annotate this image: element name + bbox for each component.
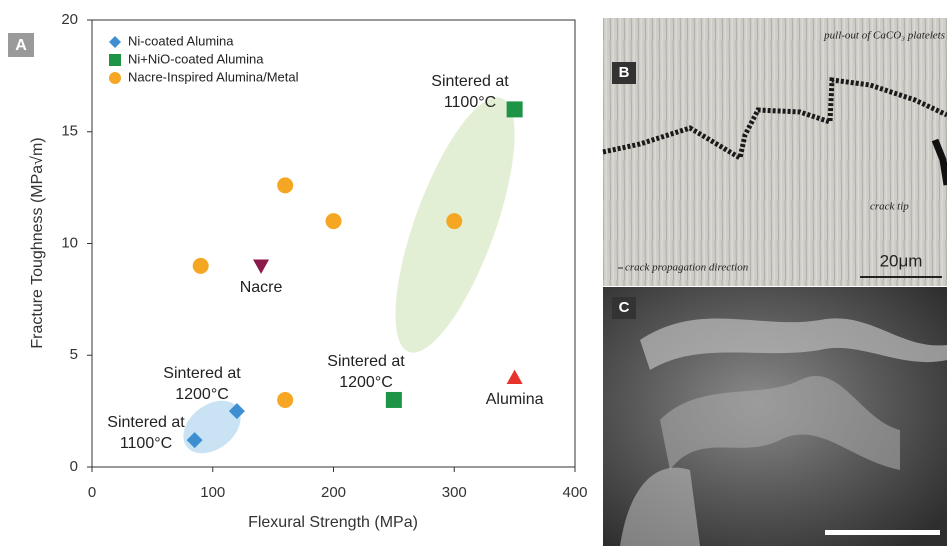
y-tick-label: 10: [61, 234, 78, 251]
annotation: Sintered at: [107, 414, 185, 431]
x-tick-label: 300: [442, 484, 467, 501]
x-tick-label: 200: [321, 484, 346, 501]
data-point: [446, 213, 462, 229]
y-tick-label: 15: [61, 123, 78, 140]
annotation: Sintered at: [327, 353, 405, 370]
annotation: 1200°C: [175, 386, 229, 403]
y-tick-label: 5: [70, 346, 78, 363]
data-point: [193, 258, 209, 274]
panel-label: B: [619, 64, 630, 81]
x-tick-label: 100: [200, 484, 225, 501]
reference-point: [253, 259, 269, 273]
legend-label: Ni-coated Alumina: [128, 33, 234, 48]
reference-label: Alumina: [486, 391, 544, 408]
y-tick-label: 0: [70, 458, 78, 475]
figure: A Flexural Strength (MPa) Fracture Tough…: [0, 0, 947, 546]
image-annotation: crack propagation direction: [625, 262, 749, 274]
legend-marker: [109, 72, 121, 84]
x-tick-label: 400: [562, 484, 587, 501]
image: [603, 18, 947, 286]
annotation: Sintered at: [431, 73, 509, 90]
scale-bar: [825, 530, 940, 535]
annotation: 1100°C: [444, 94, 496, 111]
x-axis-label: Flexural Strength (MPa): [248, 514, 418, 531]
data-point: [277, 392, 293, 408]
micrograph-c: C: [603, 287, 947, 546]
y-axis-label: Fracture Toughness (MPa√m): [29, 137, 46, 348]
legend-label: Ni+NiO-coated Alumina: [128, 51, 264, 66]
data-point: [326, 213, 342, 229]
x-tick-label: 0: [88, 484, 96, 501]
image-annotation: pull-out of CaCO₃ platelets: [823, 30, 945, 42]
annotation: Sintered at: [163, 365, 241, 382]
panel-label: A: [15, 37, 27, 54]
legend-marker: [109, 54, 121, 66]
legend-label: Nacre-Inspired Alumina/Metal: [128, 69, 299, 84]
image-annotation: crack tip: [870, 201, 909, 213]
annotation: 1200°C: [339, 374, 393, 391]
data-point: [277, 177, 293, 193]
legend-marker: [109, 36, 121, 48]
panel-label: C: [619, 299, 630, 316]
y-tick-label: 20: [61, 11, 78, 28]
data-point: [507, 101, 523, 117]
micrograph-b: B pull-out of CaCO₃ platelets crack tip …: [603, 18, 947, 286]
reference-point: [507, 370, 523, 384]
data-point: [386, 392, 402, 408]
reference-label: Nacre: [240, 279, 283, 296]
scale-label: 20μm: [880, 251, 923, 270]
annotation: 1100°C: [120, 435, 172, 452]
